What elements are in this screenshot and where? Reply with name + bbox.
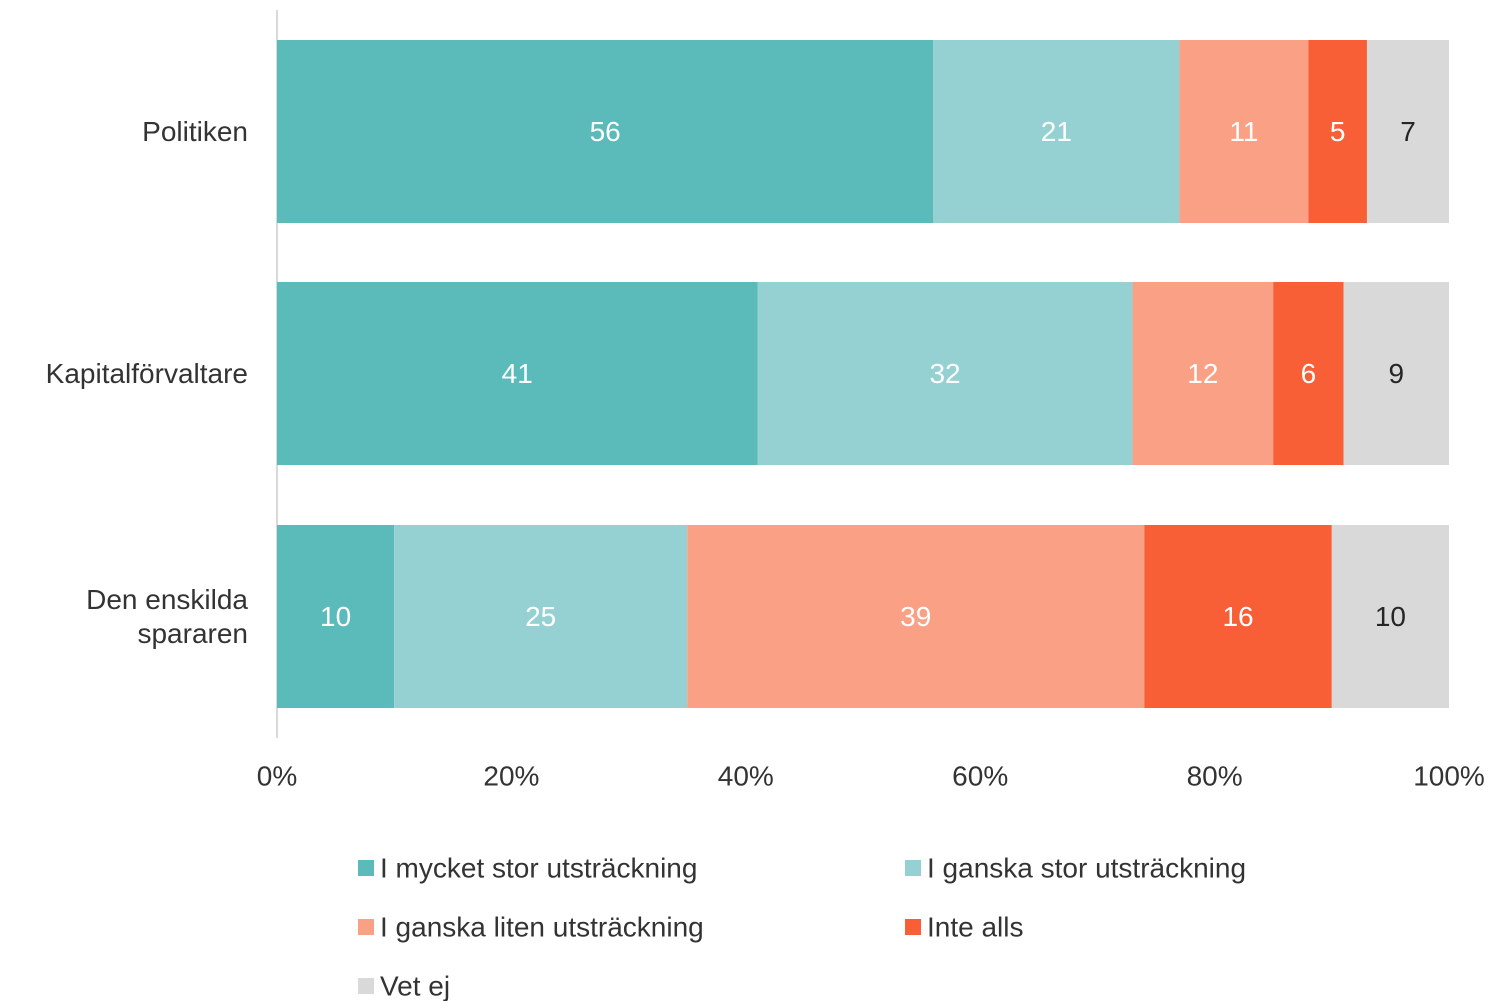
legend-swatch <box>358 978 374 994</box>
bar-segment <box>1366 40 1449 223</box>
data-label: 41 <box>502 358 533 389</box>
x-tick-label: 40% <box>718 760 774 791</box>
bar-segment <box>933 40 1180 223</box>
data-label: 9 <box>1388 358 1404 389</box>
bar-segment <box>1331 525 1449 708</box>
x-tick-label: 100% <box>1413 760 1485 791</box>
x-tick-label: 80% <box>1187 760 1243 791</box>
legend-swatch <box>358 919 374 935</box>
bar-segment <box>687 525 1145 708</box>
category-label: Den enskilda spararen <box>86 583 248 649</box>
data-label: 10 <box>1375 601 1406 632</box>
bar-segment <box>277 282 758 465</box>
data-label: 16 <box>1222 601 1253 632</box>
bar-segment <box>1308 40 1367 223</box>
data-label: 12 <box>1187 358 1218 389</box>
legend-swatch <box>358 860 374 876</box>
bar-segment <box>277 40 934 223</box>
bar-segment <box>277 525 395 708</box>
data-label: 10 <box>320 601 351 632</box>
x-tick-label: 60% <box>952 760 1008 791</box>
bar-segment <box>1144 525 1332 708</box>
data-label: 56 <box>590 116 621 147</box>
legend-swatch <box>905 919 921 935</box>
bar-segment <box>1273 282 1344 465</box>
data-label: 7 <box>1400 116 1416 147</box>
x-tick-label: 0% <box>257 760 297 791</box>
bar-segment <box>1132 282 1274 465</box>
legend-swatch <box>905 860 921 876</box>
data-label: 21 <box>1041 116 1072 147</box>
data-label: 6 <box>1301 358 1317 389</box>
data-label: 25 <box>525 601 556 632</box>
bar-segment <box>394 525 688 708</box>
category-label: Politiken <box>142 115 248 147</box>
bar-segment <box>1179 40 1309 223</box>
data-label: 11 <box>1229 116 1258 147</box>
data-label: 32 <box>929 358 960 389</box>
legend-label: I ganska stor utsträckning <box>927 852 1246 883</box>
legend-label: Vet ej <box>380 970 450 1001</box>
x-tick-label: 20% <box>483 760 539 791</box>
data-label: 39 <box>900 601 931 632</box>
legend-label: Inte alls <box>927 911 1024 942</box>
legend-label: I ganska liten utsträckning <box>380 911 704 942</box>
legend-label: I mycket stor utsträckning <box>380 852 697 883</box>
category-label: Kapitalförvaltare <box>45 357 248 389</box>
data-label: 5 <box>1330 116 1346 147</box>
bar-segment <box>1343 282 1449 465</box>
bar-segment <box>757 282 1133 465</box>
